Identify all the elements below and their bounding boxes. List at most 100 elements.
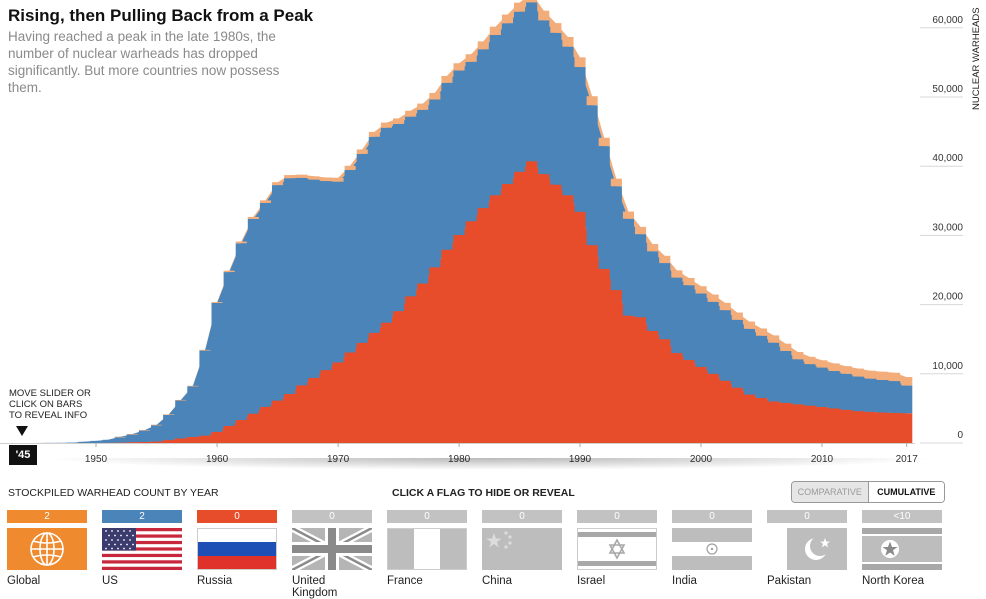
bar-us-2014[interactable]	[864, 378, 876, 412]
bar-russia-1979[interactable]	[441, 249, 453, 443]
bar-russia-2013[interactable]	[852, 411, 864, 443]
bar-us-1963[interactable]	[247, 218, 259, 414]
bar-us-1951[interactable]	[102, 439, 114, 443]
bar-us-1957[interactable]	[175, 400, 187, 439]
bar-other-1975[interactable]	[393, 118, 405, 124]
bar-russia-1973[interactable]	[368, 332, 380, 443]
bar-us-1956[interactable]	[163, 414, 175, 441]
bar-us-1987[interactable]	[538, 20, 550, 175]
bar-us-1978[interactable]	[429, 99, 441, 268]
bar-other-2007[interactable]	[780, 343, 792, 351]
bar-us-1972[interactable]	[356, 153, 368, 343]
bar-us-1950[interactable]	[90, 440, 102, 443]
bar-other-1973[interactable]	[368, 131, 380, 137]
bar-other-1987[interactable]	[538, 10, 550, 21]
bar-us-1983[interactable]	[489, 35, 501, 196]
us-flag-icon[interactable]	[102, 528, 182, 570]
bar-other-1952[interactable]	[114, 436, 126, 438]
bar-other-1957[interactable]	[175, 399, 187, 401]
bar-us-1949[interactable]	[78, 441, 90, 443]
bar-russia-1997[interactable]	[659, 339, 671, 443]
flag-india[interactable]: 0 India	[672, 510, 752, 587]
bar-us-2008[interactable]	[792, 359, 804, 405]
bar-us-1988[interactable]	[550, 32, 562, 185]
bar-russia-1993[interactable]	[610, 290, 622, 443]
bar-russia-1953[interactable]	[126, 442, 138, 443]
bar-us-1973[interactable]	[368, 136, 380, 333]
bar-russia-1964[interactable]	[259, 406, 271, 443]
bar-russia-1972[interactable]	[356, 342, 368, 443]
bar-other-1966[interactable]	[284, 175, 296, 179]
bar-other-1988[interactable]	[550, 23, 562, 33]
flag-china[interactable]: 0 China	[482, 510, 562, 587]
bar-us-2015[interactable]	[877, 380, 889, 413]
bar-us-1970[interactable]	[332, 181, 344, 363]
israel-flag-icon[interactable]	[577, 528, 657, 570]
slider-pointer-icon[interactable]	[16, 426, 28, 436]
bar-us-1959[interactable]	[199, 350, 211, 436]
bar-other-1963[interactable]	[247, 216, 259, 219]
bar-us-1986[interactable]	[526, 2, 538, 162]
bar-us-2017[interactable]	[901, 385, 913, 414]
bar-other-2012[interactable]	[840, 366, 852, 374]
bar-other-2009[interactable]	[804, 356, 816, 365]
bar-russia-2005[interactable]	[756, 398, 768, 443]
bar-russia-1991[interactable]	[586, 245, 598, 443]
bar-us-1979[interactable]	[441, 82, 453, 250]
bar-russia-2010[interactable]	[816, 407, 828, 443]
bar-us-2010[interactable]	[816, 367, 828, 408]
view-toggle[interactable]: COMPARATIVE CUMULATIVE	[791, 481, 945, 503]
bar-us-1990[interactable]	[574, 67, 586, 212]
bar-other-1993[interactable]	[610, 178, 622, 187]
bar-other-1955[interactable]	[151, 424, 163, 426]
bar-russia-1987[interactable]	[538, 174, 550, 443]
bar-us-2005[interactable]	[756, 335, 768, 399]
bar-us-2002[interactable]	[719, 310, 731, 381]
bar-us-1965[interactable]	[272, 185, 284, 401]
bar-other-1970[interactable]	[332, 177, 344, 182]
bar-russia-1998[interactable]	[671, 353, 683, 443]
bar-russia-1980[interactable]	[453, 234, 465, 443]
bar-russia-2017[interactable]	[901, 413, 913, 443]
bar-us-1954[interactable]	[138, 430, 150, 442]
bar-russia-2014[interactable]	[864, 411, 876, 443]
bar-other-2004[interactable]	[743, 321, 755, 329]
bar-russia-1996[interactable]	[647, 330, 659, 443]
bar-us-1976[interactable]	[405, 116, 417, 297]
bar-russia-1952[interactable]	[114, 442, 126, 444]
bar-other-1971[interactable]	[344, 165, 356, 170]
bar-russia-2000[interactable]	[695, 366, 707, 443]
bar-us-1985[interactable]	[514, 11, 526, 172]
globe-icon[interactable]	[7, 528, 87, 570]
bar-other-2015[interactable]	[877, 371, 889, 381]
bar-other-2003[interactable]	[731, 312, 743, 320]
bar-other-2011[interactable]	[828, 363, 840, 372]
bar-russia-1986[interactable]	[526, 161, 538, 443]
bar-other-1989[interactable]	[562, 37, 574, 47]
bar-russia-2016[interactable]	[889, 412, 901, 443]
bar-other-1999[interactable]	[683, 277, 695, 286]
bar-other-1962[interactable]	[235, 241, 247, 244]
bar-other-1964[interactable]	[259, 200, 271, 203]
france-flag-icon[interactable]	[387, 528, 467, 570]
flag-north-korea[interactable]: <10 North Korea	[862, 510, 942, 587]
bar-russia-1990[interactable]	[574, 211, 586, 443]
bar-us-1968[interactable]	[308, 179, 320, 378]
russia-flag-icon[interactable]	[197, 528, 277, 570]
bar-us-1984[interactable]	[501, 23, 513, 184]
bar-russia-2007[interactable]	[780, 402, 792, 443]
bar-other-2001[interactable]	[707, 294, 719, 302]
bar-other-1980[interactable]	[453, 63, 465, 71]
bar-other-2008[interactable]	[792, 352, 804, 360]
bar-us-1974[interactable]	[380, 127, 392, 323]
bar-us-1967[interactable]	[296, 177, 308, 386]
bar-us-1999[interactable]	[683, 285, 695, 360]
bar-us-1977[interactable]	[417, 109, 429, 284]
bar-us-1991[interactable]	[586, 105, 598, 246]
comparative-toggle-button[interactable]: COMPARATIVE	[792, 482, 868, 502]
bar-russia-1963[interactable]	[247, 413, 259, 443]
bar-us-2004[interactable]	[743, 328, 755, 395]
bar-us-2007[interactable]	[780, 350, 792, 403]
bar-russia-2015[interactable]	[877, 412, 889, 443]
bar-russia-1975[interactable]	[393, 311, 405, 443]
